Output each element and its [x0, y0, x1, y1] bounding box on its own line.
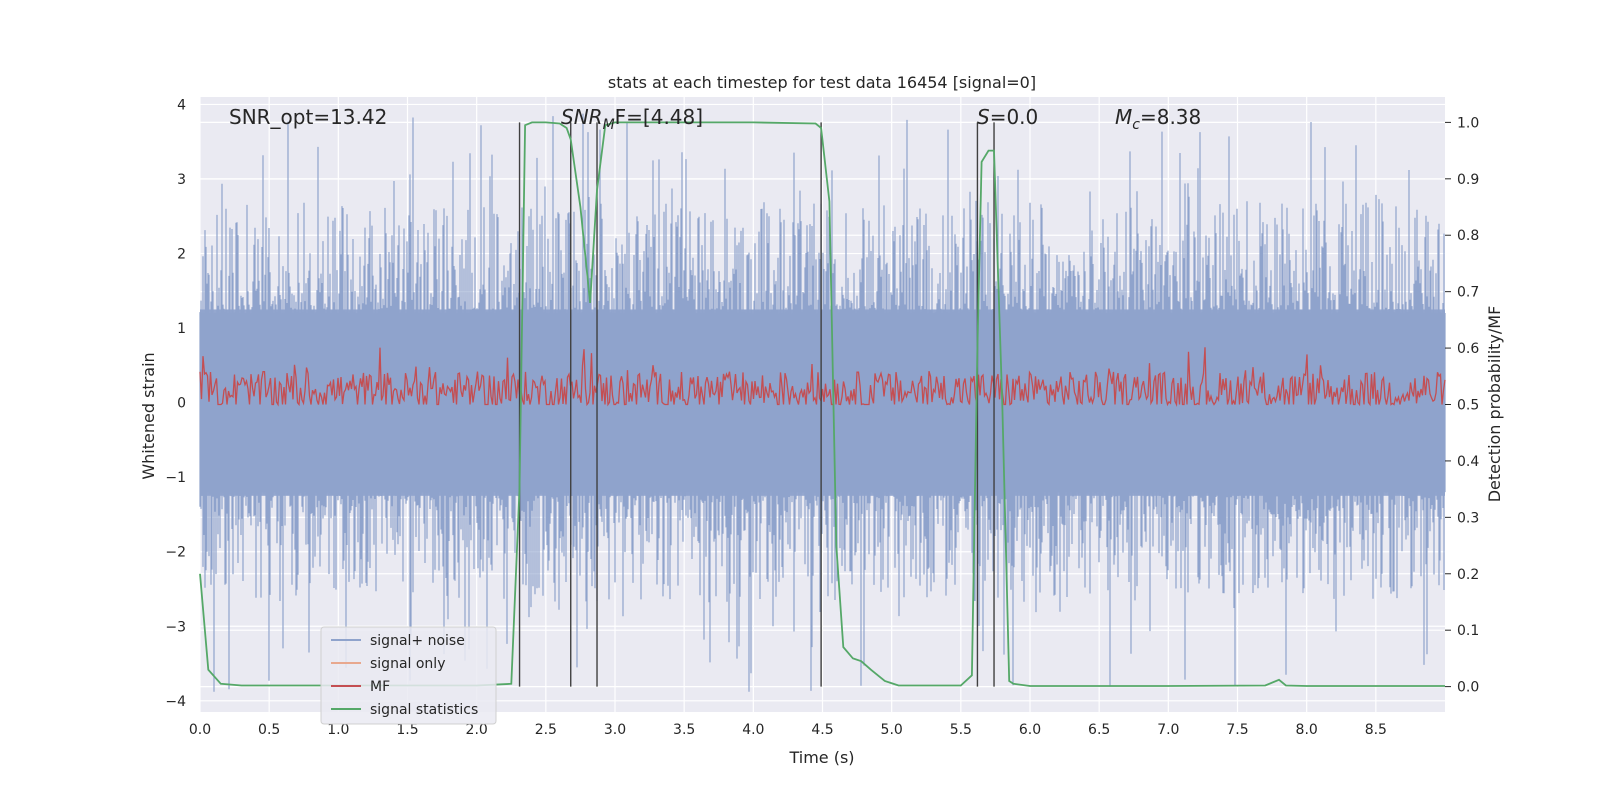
- y-left-tick-label: −1: [165, 470, 186, 486]
- x-axis-label: Time (s): [788, 748, 854, 767]
- y-right-tick-label: 1.0: [1457, 115, 1479, 131]
- mf-series: [199, 347, 1446, 408]
- y-right-tick-label: 0.4: [1457, 454, 1479, 470]
- y-right-tick-label: 0.6: [1457, 341, 1479, 357]
- x-tick-label: 1.5: [396, 722, 418, 738]
- x-tick-label: 6.0: [1019, 722, 1041, 738]
- x-tick-label: 5.0: [881, 722, 903, 738]
- event-lines: [518, 122, 995, 687]
- y-axis-right-label: Detection probability/MF: [1485, 306, 1504, 503]
- s-annotation: S=0.0: [977, 105, 1038, 129]
- x-tick-label: 0.5: [258, 722, 280, 738]
- snr-opt-annotation: SNR_opt=13.42: [229, 105, 387, 129]
- x-tick-label: 0.0: [189, 722, 211, 738]
- chart-title: stats at each timestep for test data 164…: [608, 73, 1036, 92]
- x-axis-ticks: 0.0 0.5 1.0 1.5 2.0 2.5 3.0 3.5 4.0 4.5 5.0 5.5 6.0 6…: [189, 722, 1387, 738]
- y-right-tick-label: 0.9: [1457, 172, 1479, 188]
- y-left-tick-label: 4: [177, 97, 186, 113]
- x-tick-label: 5.5: [950, 722, 972, 738]
- x-tick-label: 8.5: [1365, 722, 1387, 738]
- y-right-tick-label: 0.5: [1457, 398, 1479, 414]
- y-right-tick-label: 0.3: [1457, 510, 1479, 526]
- y-left-tick-label: 1: [177, 321, 186, 337]
- y-right-tick-label: 0.8: [1457, 228, 1479, 244]
- x-tick-label: 4.0: [742, 722, 764, 738]
- x-tick-label: 1.0: [327, 722, 349, 738]
- legend-label-signal-only: signal only: [370, 656, 445, 672]
- legend-label-mf: MF: [370, 679, 390, 695]
- mc-annotation: Mc=8.38: [1115, 105, 1201, 133]
- x-tick-label: 2.5: [535, 722, 557, 738]
- y-left-tick-label: −2: [165, 545, 186, 561]
- y-axis-left-ticks: 4 3 2 1 0 −1 −2 −3 −4: [165, 97, 186, 709]
- legend-label-noise: signal+ noise: [370, 633, 465, 649]
- y-right-tick-label: 0.7: [1457, 285, 1479, 301]
- y-left-tick-label: 0: [177, 396, 186, 412]
- snr-mf-annotation: SNRMF=[4.48]: [561, 105, 703, 133]
- x-tick-label: 7.5: [1226, 722, 1248, 738]
- x-tick-label: 6.5: [1088, 722, 1110, 738]
- y-left-tick-label: −4: [165, 694, 186, 710]
- x-tick-label: 3.5: [673, 722, 695, 738]
- legend: signal+ noise signal only MF signal stat…: [320, 626, 497, 725]
- y-right-tick-label: 0.0: [1457, 680, 1479, 696]
- signal-noise-series: [199, 113, 1446, 692]
- legend-label-stats: signal statistics: [370, 702, 478, 718]
- x-tick-label: 2.0: [466, 722, 488, 738]
- y-axis-right-ticks: 1.0 0.9 0.8 0.7 0.6 0.5 0.4 0.3 0.2 0.1 0.0: [1445, 115, 1479, 696]
- legend-box: [320, 626, 497, 725]
- y-axis-left-label: Whitened strain: [139, 352, 158, 479]
- mf-line: [199, 347, 1446, 408]
- y-left-tick-label: 3: [177, 172, 186, 188]
- signal-statistics-line: [199, 121, 1445, 687]
- x-tick-label: 3.0: [604, 722, 626, 738]
- signal-statistics-series: [199, 121, 1445, 687]
- x-tick-label: 8.0: [1296, 722, 1318, 738]
- y-left-tick-label: −3: [165, 619, 186, 635]
- y-right-tick-label: 0.2: [1457, 567, 1479, 583]
- x-tick-label: 7.0: [1157, 722, 1179, 738]
- y-left-tick-label: 2: [177, 247, 186, 263]
- x-tick-label: 4.5: [811, 722, 833, 738]
- y-right-tick-label: 0.1: [1457, 623, 1479, 639]
